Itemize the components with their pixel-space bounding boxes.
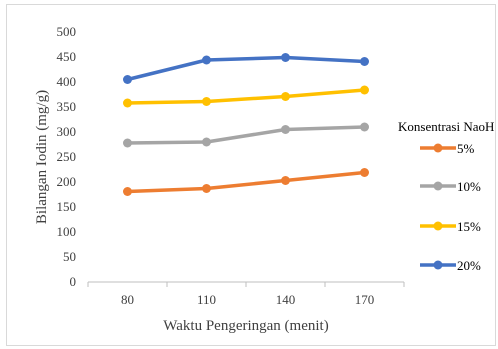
x-tick-label: 170 — [355, 292, 375, 307]
legend-item: 20% — [420, 258, 481, 273]
x-tick-label: 110 — [197, 292, 216, 307]
y-tick-label: 0 — [70, 274, 77, 289]
data-point — [202, 184, 211, 193]
chart-frame — [6, 4, 496, 346]
series-line — [125, 55, 367, 82]
data-point — [202, 97, 211, 106]
data-point — [123, 75, 132, 84]
x-tick-label: 80 — [121, 292, 134, 307]
y-tick-label: 250 — [57, 149, 77, 164]
data-point — [360, 57, 369, 66]
series-line — [125, 125, 367, 145]
legend-swatch-marker — [433, 221, 443, 231]
legend-swatch-marker — [433, 181, 443, 191]
series-line — [125, 88, 367, 105]
data-point — [202, 55, 211, 65]
data-point — [360, 122, 369, 132]
legend-item: 10% — [420, 179, 481, 194]
x-tick-label: 140 — [276, 292, 296, 307]
series-10pct — [123, 122, 369, 148]
y-tick-label: 100 — [57, 224, 77, 239]
legend-label: 20% — [457, 258, 481, 273]
legend-label: 10% — [457, 179, 481, 194]
legend-swatch-marker — [433, 260, 443, 270]
series-15pct — [123, 85, 369, 108]
y-tick-label: 400 — [57, 74, 77, 89]
series-5pct — [123, 168, 369, 196]
data-point — [123, 138, 132, 148]
data-point — [281, 125, 290, 134]
y-tick-label: 300 — [57, 124, 77, 139]
legend-swatch-marker — [433, 143, 443, 153]
data-point — [123, 187, 132, 196]
y-tick-label: 450 — [57, 49, 77, 64]
series-group — [123, 53, 369, 196]
data-point — [360, 85, 369, 95]
data-point — [360, 168, 369, 177]
y-tick-label: 500 — [57, 24, 77, 39]
x-axis-ticks: 80 110 140 170 — [87, 282, 405, 307]
y-axis-ticks: 0 50 100 150 200 250 300 350 400 450 500 — [57, 24, 77, 289]
legend-label: 5% — [457, 141, 475, 156]
data-point — [202, 137, 211, 147]
data-point — [281, 176, 290, 185]
legend-item: 15% — [420, 219, 481, 234]
x-axis-title: Waktu Pengeringan (menit) — [163, 318, 328, 334]
y-tick-label: 350 — [57, 99, 77, 114]
y-tick-label: 50 — [63, 249, 76, 264]
data-point — [123, 98, 132, 108]
data-point — [281, 92, 290, 101]
legend-item: 5% — [420, 141, 475, 156]
y-tick-label: 150 — [57, 199, 77, 214]
data-point — [281, 53, 290, 62]
y-axis-title: Bilangan Iodin (mg/g) — [34, 90, 50, 224]
series-20pct — [123, 53, 369, 84]
y-tick-label: 200 — [57, 174, 77, 189]
legend-title: Konsentrasi NaoH — [398, 119, 494, 134]
legend-label: 15% — [457, 219, 481, 234]
legend: 5% 10% 15% 20% — [420, 141, 481, 273]
series-line — [125, 170, 367, 194]
